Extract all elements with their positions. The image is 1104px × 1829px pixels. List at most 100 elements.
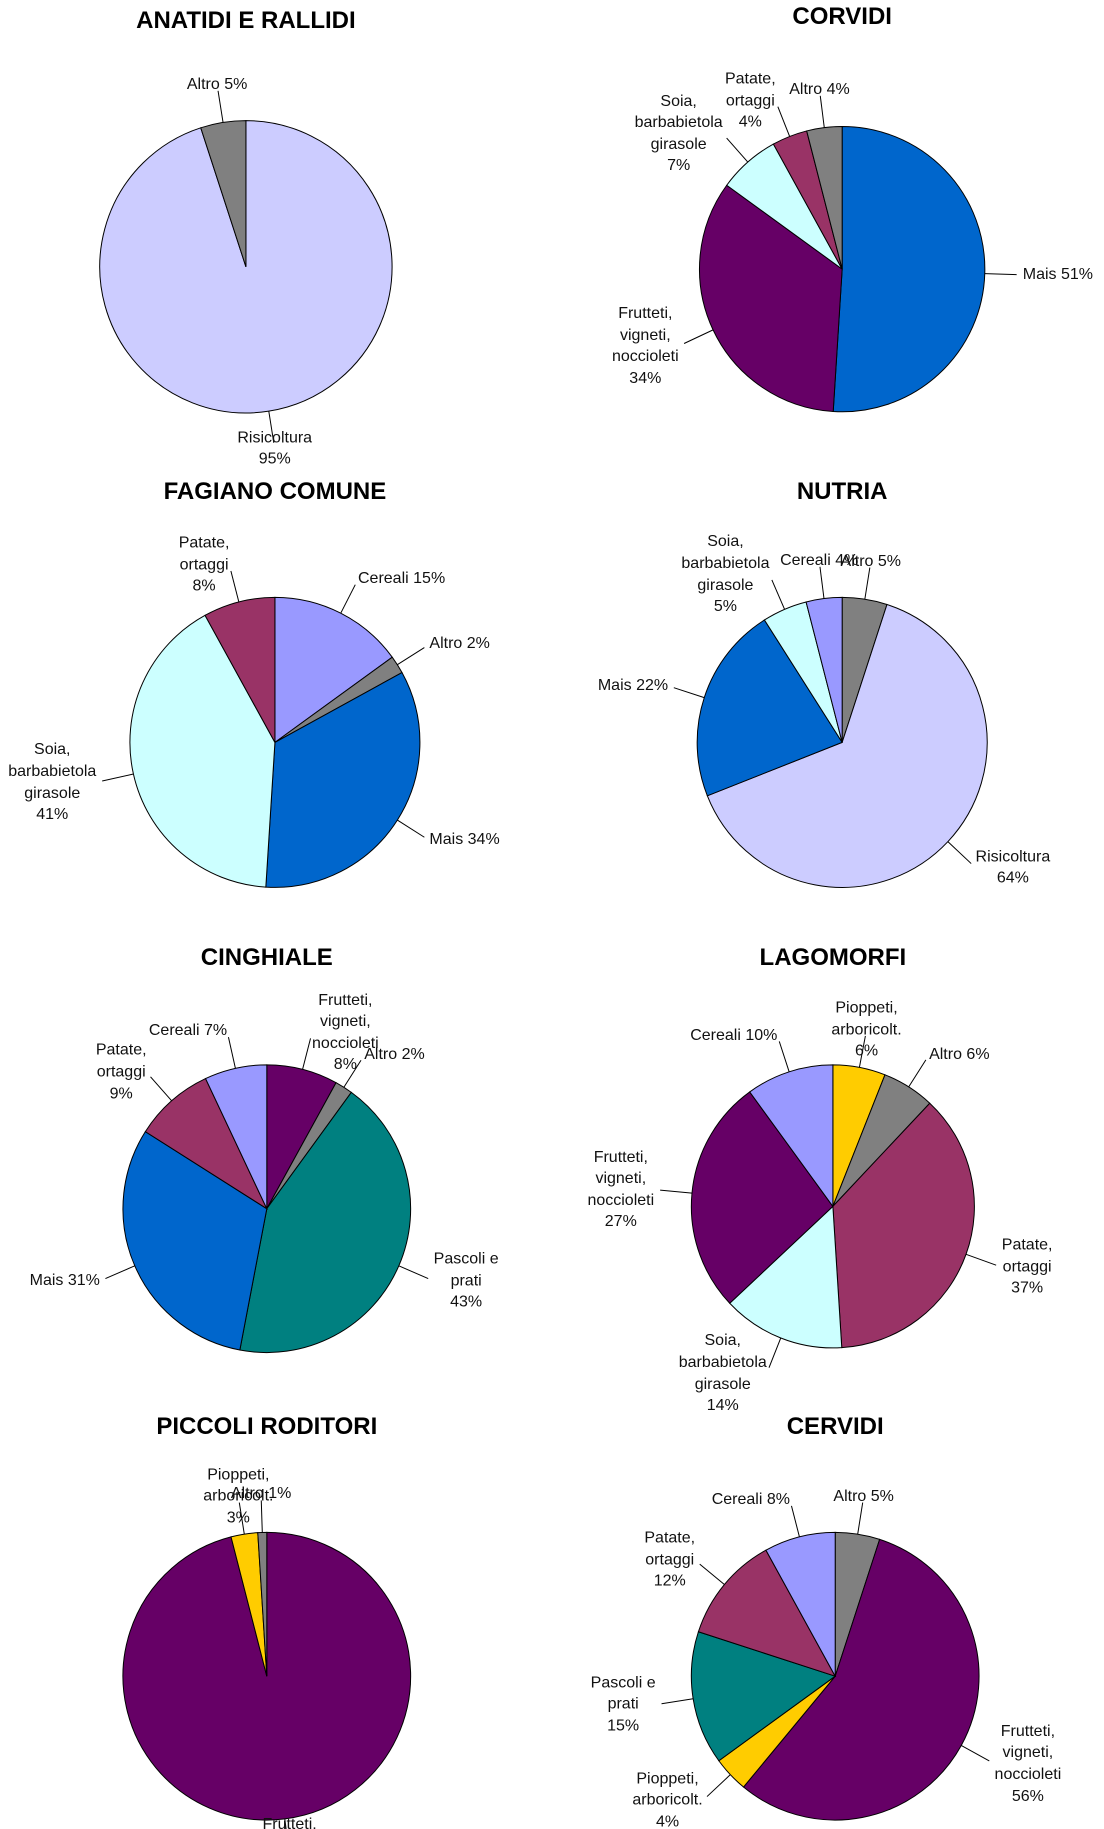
leader-line	[778, 1041, 790, 1072]
label-value: 64%	[996, 869, 1029, 887]
label-value: 22%	[636, 677, 669, 695]
label-category: Frutteti, vigneti, noccioleti	[587, 1148, 655, 1209]
label-value: 6%	[854, 1042, 879, 1060]
label-value: 15%	[413, 570, 446, 588]
label-category: Patate, ortaggi	[95, 1041, 147, 1081]
data-label: Altro 5%	[187, 74, 247, 96]
data-label: Frutteti, vigneti, noccioleti 8%	[312, 989, 379, 1075]
data-label: Cereali 10%	[690, 1025, 777, 1047]
chart-title: FAGIANO COMUNE	[163, 477, 387, 505]
label-value: 1%	[268, 1485, 292, 1503]
leader-line	[343, 1059, 362, 1088]
pie-slice	[832, 125, 986, 413]
label-category: Mais	[597, 677, 632, 695]
leader-line	[984, 273, 1017, 276]
label-category: Cereali	[358, 570, 409, 588]
leader-line	[260, 1500, 263, 1533]
leader-line	[726, 137, 749, 163]
data-label: Patate, ortaggi 37%	[1002, 1235, 1053, 1300]
leader-line	[771, 579, 786, 610]
label-category: Cereali	[711, 1491, 763, 1509]
data-label: Pascoli e prati 15%	[591, 1672, 656, 1737]
leader-line	[699, 1563, 725, 1585]
leader-line	[102, 773, 134, 782]
data-label: Altro 1%	[231, 1484, 291, 1506]
leader-line	[302, 1038, 312, 1070]
label-category: Altro	[833, 1487, 867, 1505]
pie-slice	[748, 1064, 834, 1208]
chart-title: CERVIDI	[786, 1412, 884, 1440]
label-category: Patate, ortaggi	[644, 1529, 696, 1569]
label-value: 8%	[333, 1056, 357, 1074]
leader-line	[961, 1745, 990, 1762]
label-category: Frutteti, vigneti, noccioleti	[994, 1722, 1062, 1783]
leader-line	[238, 1502, 245, 1535]
label-value: 56%	[1011, 1787, 1044, 1805]
leader-line	[768, 1337, 782, 1368]
pie-slice	[274, 596, 393, 744]
leader-line	[661, 1698, 694, 1705]
pie-slice	[200, 120, 247, 267]
label-value: 4%	[826, 81, 850, 99]
data-label: Risicoltura 64%	[976, 846, 1051, 889]
data-label: Soia, barbabietola girasole 7%	[635, 90, 723, 176]
leader-line	[819, 95, 825, 128]
data-label: Pascoli e prati 43%	[434, 1249, 499, 1314]
leader-line	[673, 687, 705, 699]
label-category: Pioppeti, arboricolt.	[632, 1770, 703, 1809]
data-label: Mais 51%	[1023, 264, 1093, 286]
leader-line	[284, 1818, 287, 1829]
data-label: Pioppeti, arboricolt. 3%	[203, 1464, 273, 1529]
data-label: Soia, barbabietola girasole 5%	[681, 531, 769, 617]
leader-line	[858, 1035, 866, 1068]
leader-line	[217, 90, 224, 123]
label-category: Patate, ortaggi	[1001, 1236, 1053, 1276]
data-label: Soia, barbabietola girasole 41%	[8, 739, 96, 825]
leader-line	[398, 1265, 429, 1280]
data-label: Patate, ortaggi 4%	[725, 69, 776, 134]
leader-line	[706, 1774, 731, 1797]
label-value: 5%	[870, 1487, 894, 1505]
data-label: Mais 31%	[30, 1270, 100, 1292]
label-value: 14%	[706, 1396, 739, 1414]
pie-slice	[697, 1549, 837, 1678]
pie-slice	[144, 1077, 268, 1211]
label-value: 27%	[604, 1213, 637, 1231]
label-value: 41%	[36, 805, 69, 823]
data-label: Soia, barbabietola girasole 14%	[679, 1330, 767, 1416]
data-label: Frutteti, vigneti, noccioleti 27%	[587, 1146, 654, 1232]
leader-line	[965, 1253, 997, 1266]
label-category: Altro	[429, 635, 463, 653]
pie-slice	[129, 614, 276, 888]
data-label: Pioppeti, arboricolt. 6%	[831, 998, 901, 1063]
label-value: 6%	[966, 1046, 990, 1064]
label-category: Altro	[186, 76, 220, 94]
leader-line	[268, 411, 275, 443]
label-category: Altro	[230, 1485, 264, 1503]
label-category: Mais	[29, 1272, 64, 1290]
label-category: Pascoli e prati	[433, 1250, 499, 1290]
label-value: 3%	[226, 1509, 250, 1527]
label-value: 51%	[1060, 265, 1094, 283]
label-value: 12%	[653, 1573, 686, 1591]
chart-title: ANATIDI E RALLIDI	[136, 6, 356, 34]
pie-slice	[698, 184, 843, 413]
label-value: 10%	[745, 1026, 778, 1044]
leader-line	[230, 570, 240, 603]
data-label: Cereali 15%	[358, 569, 445, 591]
label-category: Altro	[789, 81, 823, 99]
leader-line	[340, 584, 356, 614]
pie-slice	[706, 603, 988, 888]
leader-line	[227, 1037, 236, 1069]
label-category: Risicoltura	[975, 848, 1051, 866]
label-category: Frutteti, vigneti, noccioleti	[262, 1815, 317, 1829]
pie-slice	[265, 671, 421, 888]
leader-line	[819, 566, 825, 599]
data-label: Altro 5%	[833, 1486, 893, 1508]
leader-line	[857, 1502, 864, 1535]
label-category: Patate, ortaggi	[724, 70, 776, 110]
label-value: 5%	[877, 552, 902, 570]
pie-slice	[806, 125, 843, 270]
leader-line	[150, 1076, 173, 1102]
